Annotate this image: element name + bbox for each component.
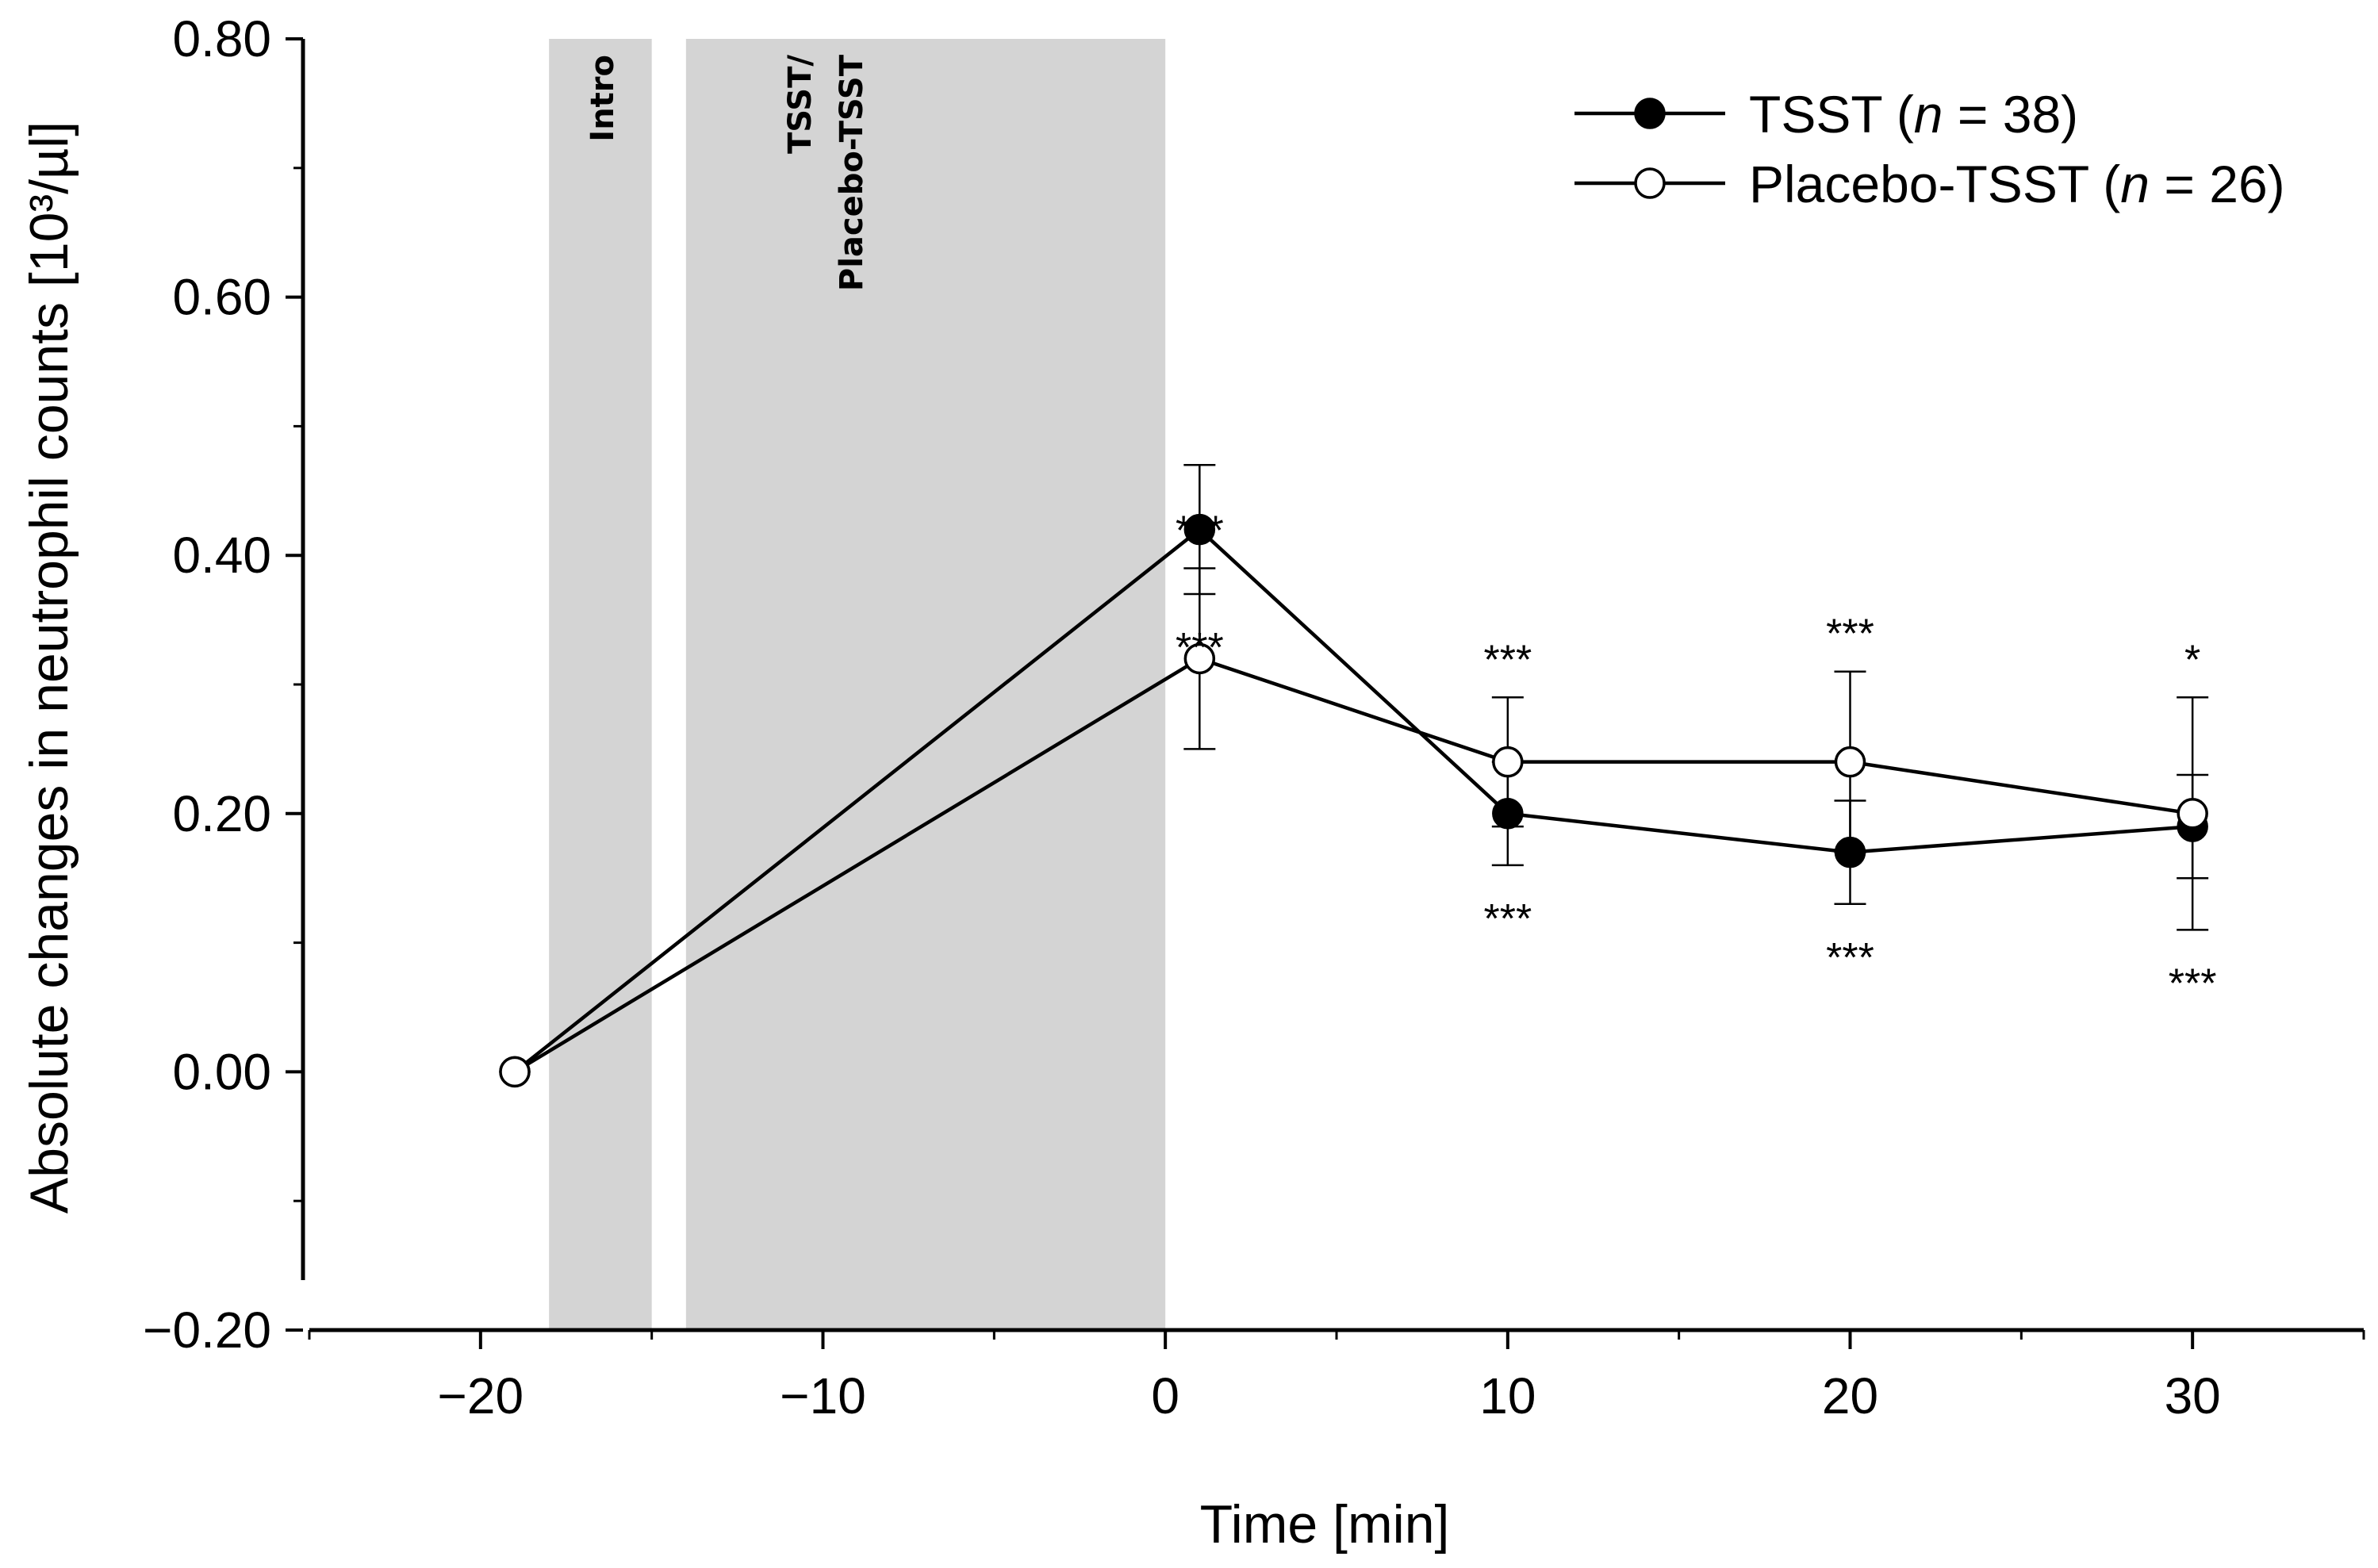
x-tick-label: 10 (1479, 1367, 1536, 1424)
x-tick-label: −10 (780, 1367, 866, 1424)
shaded-region-2 (685, 39, 1166, 1330)
data-point-tsst (1183, 513, 1216, 546)
shaded-region-label: TSST/ (782, 55, 819, 154)
significance-marker-placebo-tsst: *** (1483, 637, 1532, 683)
legend-n-symbol: n (2120, 155, 2150, 213)
x-axis-label: Time [min] (1200, 1494, 1450, 1555)
data-point-tsst (1834, 836, 1866, 868)
significance-marker-tsst: *** (1483, 896, 1532, 942)
legend-label-placebo-tsst: Placebo-TSST (n = 26) (1749, 155, 2285, 213)
legend-marker-placebo-tsst (1634, 167, 1666, 199)
shaded-region-1 (549, 39, 652, 1330)
shaded-region-label: Placebo-TSST (834, 54, 870, 291)
legend-marker-tsst (1634, 98, 1666, 129)
data-point-placebo-tsst (499, 1056, 531, 1088)
x-tick-label: 0 (1151, 1367, 1179, 1424)
legend-series-name: Placebo-TSST ( (1749, 155, 2120, 213)
y-tick-label: 0.00 (172, 1043, 271, 1100)
significance-marker-placebo-tsst: *** (1826, 611, 1874, 657)
significance-marker-placebo-tsst: * (2184, 637, 2200, 683)
y-axis-label: Absolute changes in neutrophil counts [1… (19, 121, 79, 1213)
shaded-region-label: Intro (585, 55, 621, 142)
y-tick-label: 0.40 (172, 527, 271, 584)
legend-n-symbol: n (1914, 85, 1943, 144)
x-tick-label: −20 (438, 1367, 524, 1424)
x-tick-label: 20 (1822, 1367, 1878, 1424)
significance-marker-placebo-tsst: *** (1176, 508, 1224, 554)
legend-label-tsst: TSST (n = 38) (1749, 85, 2078, 144)
y-tick-label: 0.20 (172, 785, 271, 842)
y-tick-label: 0.80 (172, 10, 271, 67)
data-point-placebo-tsst (1183, 642, 1216, 675)
legend-n-value: = 38) (1943, 85, 2079, 144)
y-tick-label: −0.20 (143, 1302, 271, 1359)
x-tick-label: 30 (2165, 1367, 2221, 1424)
y-tick-label: 0.60 (172, 269, 271, 326)
data-point-tsst (1492, 798, 1524, 830)
data-point-placebo-tsst (2177, 798, 2208, 830)
data-point-placebo-tsst (1492, 746, 1524, 778)
legend-series-name: TSST ( (1749, 85, 1914, 144)
significance-marker-tsst: *** (1826, 935, 1874, 981)
legend-n-value: = 26) (2150, 155, 2285, 213)
data-point-placebo-tsst (1834, 746, 1866, 778)
significance-marker-tsst: *** (2169, 960, 2217, 1006)
significance-marker-tsst: *** (1176, 625, 1224, 671)
